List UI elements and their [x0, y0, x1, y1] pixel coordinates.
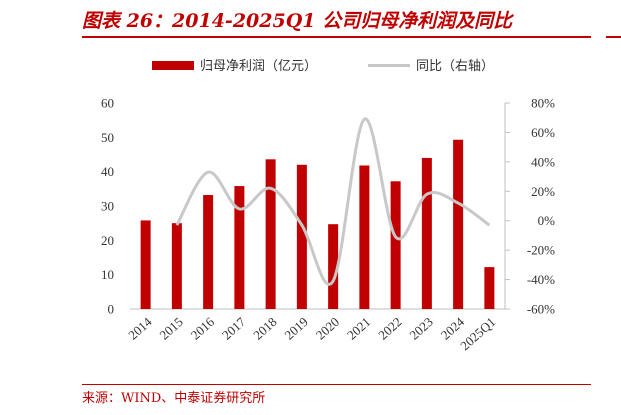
left-tick-label: 0	[108, 302, 115, 317]
right-axis-ticks: -60% -40% -20% 0% 20% 40% 60% 80%	[505, 96, 555, 317]
title-rule	[82, 36, 591, 38]
x-axis-ticks: 2014 2015 2016 2017 2018 2019 2020 2021 2022 2023…	[125, 314, 498, 354]
right-edge-rule	[606, 36, 621, 38]
left-tick-label: 20	[101, 233, 114, 248]
legend: 归母净利润（亿元） 同比（右轴）	[152, 59, 494, 74]
x-tick-label: 2025Q1	[457, 314, 498, 353]
profit-bar	[453, 139, 464, 309]
left-tick-label: 10	[101, 267, 114, 282]
source-note: 来源：WIND、中泰证券研究所	[82, 391, 266, 406]
profit-bar	[484, 267, 495, 309]
line-series	[175, 117, 491, 286]
right-tick-label: 0%	[538, 213, 556, 228]
left-tick-label: 50	[101, 130, 114, 145]
axes	[130, 103, 506, 310]
x-tick-label: 2021	[344, 314, 373, 343]
profit-bar	[421, 157, 432, 309]
left-tick-label: 30	[101, 199, 114, 214]
right-tick-label: 80%	[531, 96, 555, 111]
legend-line-label: 同比（右轴）	[416, 59, 494, 74]
legend-bar-swatch	[152, 61, 194, 70]
right-tick-label: 20%	[531, 184, 555, 199]
profit-bar	[265, 159, 276, 309]
profit-bar	[390, 181, 401, 309]
x-tick-label: 2022	[375, 314, 404, 343]
right-tick-label: -40%	[527, 272, 555, 287]
x-tick-label: 2015	[157, 314, 186, 343]
x-tick-label: 2014	[125, 314, 155, 343]
profit-bar	[328, 224, 339, 309]
source-rule	[82, 384, 591, 385]
profit-bar	[203, 195, 214, 309]
x-tick-label: 2018	[250, 314, 279, 343]
x-tick-label: 2017	[219, 314, 249, 343]
right-tick-label: 40%	[531, 154, 555, 169]
profit-bar	[296, 164, 307, 309]
profit-bar	[140, 220, 151, 309]
legend-bar-label: 归母净利润（亿元）	[200, 59, 317, 74]
left-axis-ticks: 0 10 20 30 40 50 60	[101, 96, 114, 317]
profit-bar	[171, 223, 182, 309]
profit-bar	[234, 186, 245, 309]
right-tick-label: -20%	[527, 243, 555, 258]
left-tick-label: 60	[101, 96, 114, 111]
right-tick-label: 60%	[531, 125, 555, 140]
right-tick-label: -60%	[527, 302, 555, 317]
yoy-line	[175, 117, 491, 286]
x-tick-label: 2020	[313, 314, 342, 343]
figure-title: 图表 26：2014-2025Q1 公司归母净利润及同比	[82, 10, 513, 32]
x-tick-label: 2023	[407, 314, 436, 343]
x-tick-label: 2019	[282, 314, 311, 343]
bar-series	[140, 139, 495, 309]
profit-bar	[359, 165, 370, 309]
x-tick-label: 2016	[188, 314, 218, 343]
left-tick-label: 40	[101, 164, 114, 179]
